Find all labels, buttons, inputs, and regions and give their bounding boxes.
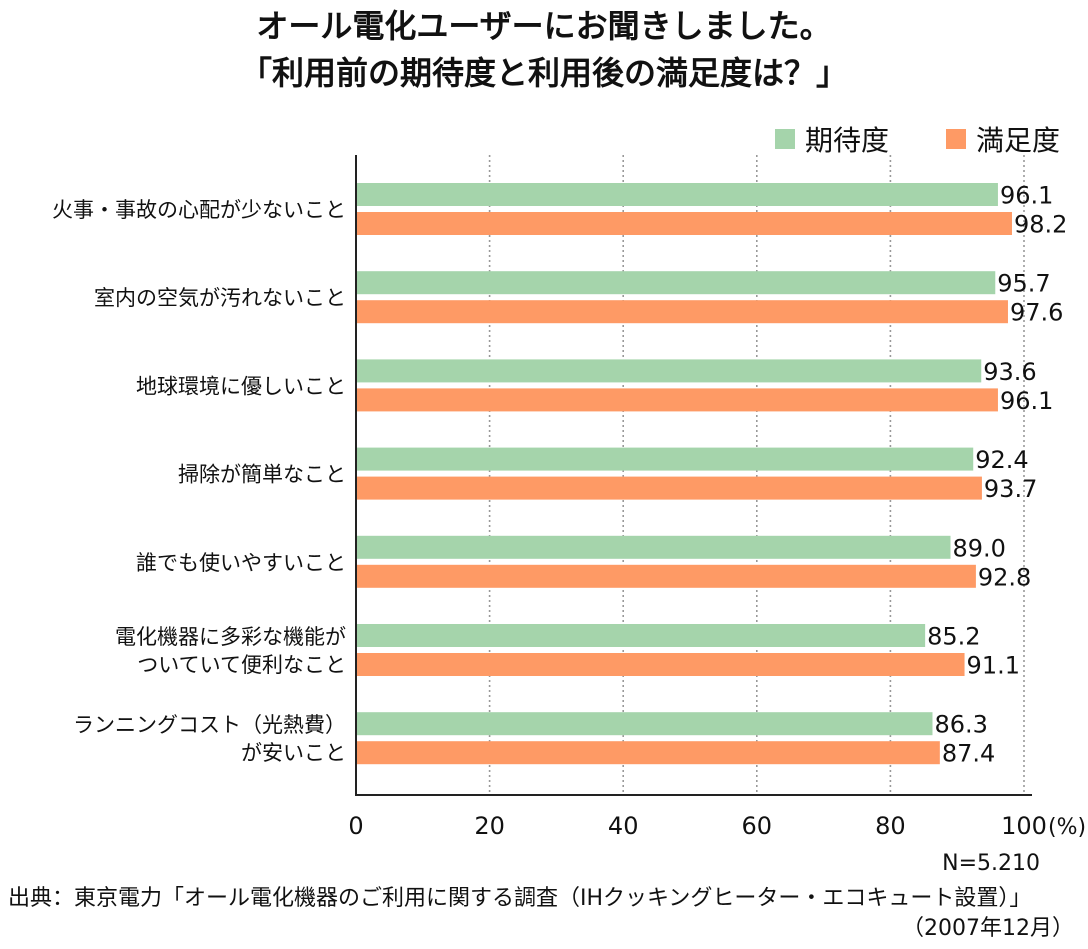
satisfaction-value-label: 92.8 [978, 563, 1031, 591]
satisfaction-bar [356, 388, 998, 412]
chart-title-line-1: オール電化ユーザーにお聞きしました。 [256, 7, 832, 45]
expectation-bar [356, 712, 933, 736]
x-tick-label: 60 [742, 812, 773, 840]
category-label: 室内の空気が汚れないこと [94, 286, 346, 310]
legend-item-expectation: 期待度 [775, 122, 890, 157]
satisfaction-bar [356, 476, 982, 500]
category-label: 誰でも使いやすいこと [136, 551, 346, 575]
satisfaction-bar [356, 212, 1012, 235]
satisfaction-bar [356, 300, 1008, 324]
category-label: 掃除が簡単なこと [178, 463, 346, 487]
expectation-value-label: 93.6 [983, 358, 1036, 386]
legend-swatch-satisfaction [946, 129, 966, 149]
expectation-bar [356, 271, 996, 295]
expectation-value-label: 86.3 [934, 711, 987, 739]
expectation-bar [356, 447, 974, 471]
expectation-value-label: 92.4 [975, 446, 1028, 474]
x-tick-label: 80 [875, 812, 906, 840]
x-tick-label: 0 [348, 812, 363, 840]
expectation-value-label: 96.1 [1000, 182, 1053, 210]
legend-label-satisfaction: 満足度 [976, 124, 1061, 157]
category-label: 地球環境に優しいこと [136, 374, 346, 398]
satisfaction-value-label: 93.7 [984, 475, 1037, 503]
chart-title-line-2: 「利用前の期待度と利用後の満足度は？」 [239, 54, 848, 92]
expectation-bar [356, 359, 982, 383]
expectation-bar [356, 624, 926, 647]
expectation-value-label: 85.2 [927, 623, 980, 651]
satisfaction-value-label: 87.4 [942, 740, 995, 768]
x-tick-label: 100 [1001, 812, 1047, 840]
satisfaction-bar [356, 741, 940, 765]
x-axis-unit: (%) [1048, 815, 1086, 840]
category-label: ついていて便利なこと [137, 653, 346, 677]
satisfaction-bar [356, 653, 965, 676]
category-label: 火事・事故の心配が少ないこと [52, 198, 346, 222]
x-tick-label: 20 [474, 812, 505, 840]
expectation-bar [356, 535, 951, 559]
category-label: ランニングコスト（光熱費） [73, 713, 346, 737]
source-date: （2007年12月） [902, 916, 1074, 941]
satisfaction-value-label: 91.1 [967, 652, 1020, 680]
legend-item-satisfaction: 満足度 [946, 122, 1061, 157]
satisfaction-bar [356, 564, 976, 588]
expectation-value-label: 95.7 [997, 270, 1050, 298]
satisfaction-value-label: 97.6 [1010, 299, 1063, 327]
legend-label-expectation: 期待度 [805, 124, 890, 157]
legend-swatch-expectation [775, 129, 795, 149]
category-label: が安いこと [241, 741, 346, 765]
satisfaction-value-label: 96.1 [1000, 387, 1053, 415]
category-label: 電化機器に多彩な機能が [115, 625, 346, 649]
x-tick-label: 40 [608, 812, 639, 840]
source-note: 出典：東京電力「オール電化機器のご利用に関する調査（IHクッキングヒーター・エコ… [8, 886, 1032, 911]
sample-size-note: N=5.210 [942, 851, 1040, 876]
expectation-bar [356, 183, 998, 206]
expectation-value-label: 89.0 [953, 534, 1006, 562]
satisfaction-value-label: 98.2 [1014, 211, 1067, 239]
